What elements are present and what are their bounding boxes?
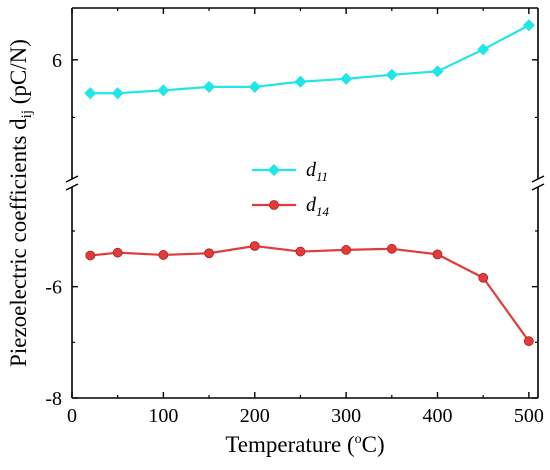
legend-marker (267, 163, 281, 177)
data-point-d14 (341, 245, 352, 255)
x-tick-label: 0 (67, 405, 77, 427)
legend-marker (269, 200, 279, 210)
data-point-d14 (112, 247, 123, 258)
legend-label-sub: 14 (316, 204, 330, 219)
series-d11 (84, 19, 535, 100)
series-line-d14 (90, 244, 530, 342)
axis-break-mark-left-1 (65, 175, 79, 183)
data-point-d14 (204, 248, 214, 259)
x-tick-label: 300 (331, 405, 361, 427)
legend-label: d11 (306, 159, 328, 184)
data-point-d14 (249, 241, 260, 251)
data-point-d11 (157, 84, 170, 97)
axis-break-mark-left-2 (65, 183, 79, 191)
y-axis-label-sub: ij (19, 110, 35, 118)
x-tick-label: 100 (148, 405, 178, 427)
data-point-d14 (158, 250, 169, 260)
data-point-d11 (248, 80, 261, 93)
x-tick-label: 200 (240, 405, 270, 427)
data-point-d11 (477, 43, 490, 56)
data-point-d11 (294, 75, 307, 88)
x-axis-label-main: Temperature ( (225, 432, 354, 457)
data-point-d11 (522, 19, 535, 32)
data-point-d11 (111, 87, 124, 100)
y-tick-label: 6 (52, 50, 62, 72)
axis-break-mark-right-1 (531, 175, 545, 183)
y-tick-label: -6 (45, 277, 62, 299)
data-point-d14 (523, 336, 534, 347)
x-axis-label-sup: o (355, 432, 362, 447)
data-point-d14 (295, 246, 306, 257)
legend-label-main: d (306, 194, 317, 216)
data-point-d14 (85, 250, 96, 261)
legend-label-main: d (306, 159, 317, 181)
x-axis-label-end: C) (362, 432, 385, 457)
legend-label: d14 (306, 194, 330, 219)
data-point-d14 (386, 243, 397, 254)
x-axis-label: Temperature (oC) (225, 432, 384, 457)
data-point-d11 (202, 80, 216, 93)
series-d14 (85, 241, 534, 347)
data-point-d11 (431, 65, 444, 78)
y-axis-label: Piezoelectric coefficients dij (pC/N) (6, 39, 35, 367)
data-point-d14 (478, 272, 489, 283)
data-point-d11 (84, 87, 97, 100)
y-axis-label-end: (pC/N) (6, 39, 31, 110)
legend-label-sub: 11 (316, 169, 328, 184)
series-line-d11 (90, 24, 530, 95)
x-tick-label: 400 (422, 405, 452, 427)
y-axis-label-main: Piezoelectric coefficients d (6, 118, 31, 367)
x-tick-label: 500 (514, 405, 544, 427)
axis-break-mark-right-2 (531, 183, 545, 191)
y-tick-label: -8 (45, 388, 62, 410)
data-point-d11 (340, 72, 353, 85)
plot-area: 0 100 200 300 400 500 -8 -6 6 Temperature (oC) Pie… (6, 7, 545, 457)
data-point-d11 (385, 68, 398, 81)
data-point-d14 (432, 249, 443, 260)
